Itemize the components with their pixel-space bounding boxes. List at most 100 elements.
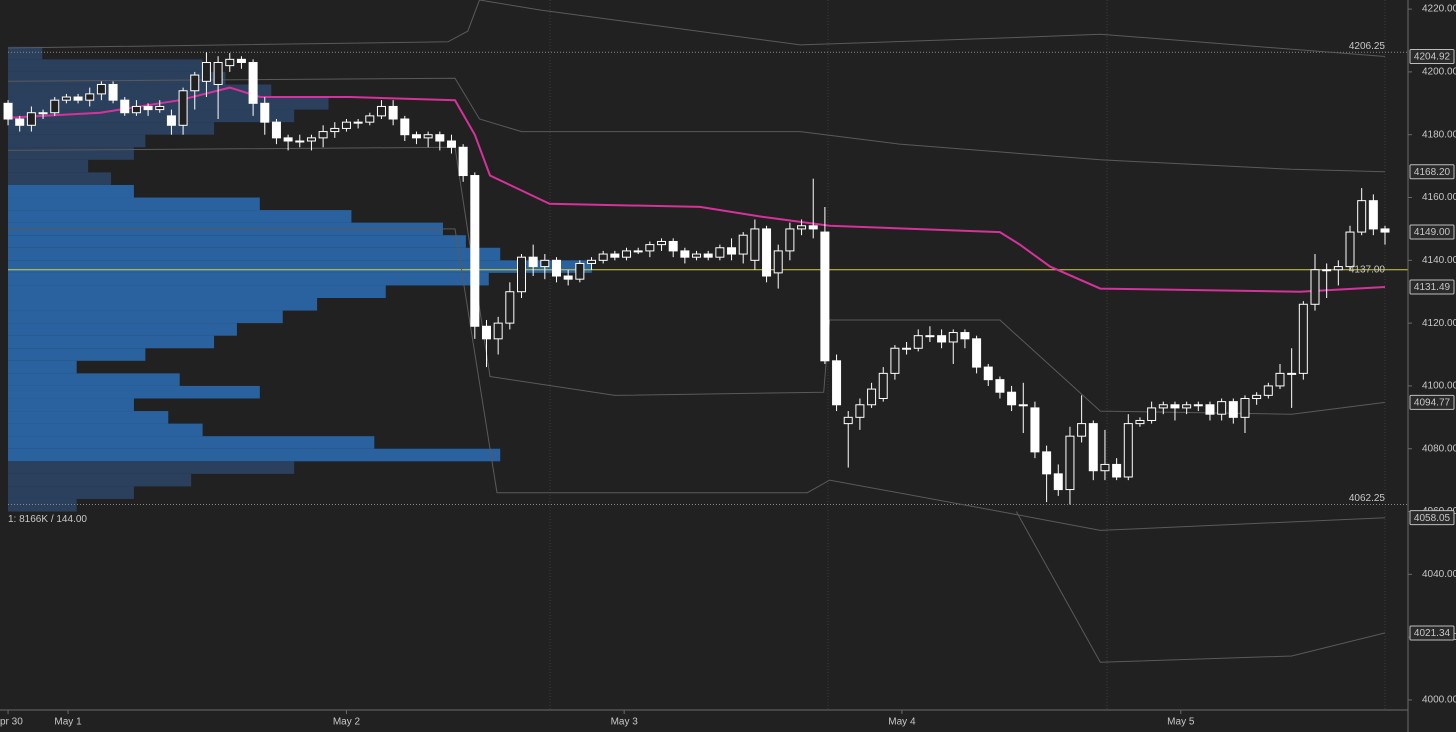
y-tick-label: 4080.00 <box>1422 443 1456 454</box>
profile-bar <box>8 498 77 512</box>
axes: 1: 8166K / 144.00 4206.25 4062.25 4137.00 40… <box>0 4 1456 728</box>
candle-body <box>1123 423 1133 478</box>
profile-bar <box>8 210 352 223</box>
candle-body <box>85 93 95 101</box>
x-tick-label: May 2 <box>333 717 361 728</box>
candle-body <box>657 240 667 246</box>
candle-body <box>15 118 25 126</box>
candle-body <box>890 347 900 374</box>
profile-bar <box>8 122 215 135</box>
candle-body <box>458 146 468 177</box>
candle-body <box>73 96 83 101</box>
y-tick-label: 4140.00 <box>1422 255 1456 266</box>
profile-bar <box>8 285 386 299</box>
candle-body <box>143 105 153 111</box>
candle-body <box>1030 407 1040 453</box>
candle-body <box>773 250 783 274</box>
candle-body <box>1077 423 1087 437</box>
profile-bar <box>8 448 501 462</box>
candle-body <box>120 99 130 114</box>
profile-bar <box>8 423 203 437</box>
candle-body <box>50 99 60 114</box>
candle-body <box>248 61 258 104</box>
candle-body <box>108 83 118 101</box>
candle-body <box>925 335 935 338</box>
candle-body <box>1217 401 1227 415</box>
candle-body <box>1065 435 1075 491</box>
price-badge <box>1409 224 1455 240</box>
candle-body <box>878 372 888 399</box>
y-tick-label: 4000.00 <box>1422 695 1456 706</box>
price-badge-label: 4168.20 <box>1414 167 1451 178</box>
price-badge-label: 4204.92 <box>1414 52 1451 63</box>
candle-body <box>1042 451 1052 475</box>
x-tick-label: Apr 30 <box>0 717 23 728</box>
profile-bar <box>8 360 77 374</box>
price-badge <box>1409 164 1455 180</box>
candle-body <box>797 225 807 230</box>
price-badge-label: 4058.05 <box>1414 513 1451 524</box>
candle-body <box>692 253 702 258</box>
candle-body <box>960 332 970 340</box>
candle-body <box>1357 200 1367 233</box>
candle-body <box>727 247 737 255</box>
profile-bar <box>8 298 318 311</box>
profile-bar <box>8 348 146 361</box>
candle-body <box>808 225 818 230</box>
profile-bar <box>8 134 146 148</box>
candle-body <box>738 234 748 255</box>
y-tick-label: 4120.00 <box>1422 318 1456 329</box>
candle-body <box>1182 404 1192 409</box>
candle-body <box>131 105 141 114</box>
y-tick-label: 4180.00 <box>1422 129 1456 140</box>
candle-body <box>703 253 713 258</box>
candle-body <box>1263 385 1273 396</box>
candle-body <box>622 250 632 258</box>
plot-area <box>3 0 1408 663</box>
candle-body <box>295 140 305 143</box>
candle-body <box>1252 394 1262 399</box>
candle-body <box>1170 404 1180 409</box>
profile-bar <box>8 159 89 173</box>
candle-body <box>1380 228 1390 233</box>
candle-body <box>61 96 71 101</box>
candle-body <box>1100 463 1110 472</box>
candle-body <box>575 262 585 280</box>
profile-bar <box>8 235 466 248</box>
candle-body <box>563 275 573 280</box>
candle-body <box>96 83 106 95</box>
price-badge <box>1409 510 1455 526</box>
candle-body <box>201 61 211 82</box>
profile-bar <box>8 197 260 211</box>
candle-body <box>423 134 433 139</box>
profile-bar <box>8 398 134 412</box>
candle-body <box>843 416 853 425</box>
profile-bar <box>8 109 295 123</box>
profile-bar <box>8 473 192 487</box>
candle-body <box>1193 404 1203 407</box>
candle-body <box>283 137 293 142</box>
candle-body <box>1287 372 1297 375</box>
y-tick-label: 4200.00 <box>1422 67 1456 78</box>
profile-bar <box>8 486 134 499</box>
level-label: 4206.25 <box>1349 41 1386 52</box>
level-label: 4137.00 <box>1349 264 1386 275</box>
candle-body <box>1228 401 1238 418</box>
candle-body <box>318 131 328 139</box>
candle-body <box>1345 231 1355 268</box>
x-tick-label: May 4 <box>888 717 916 728</box>
candle-body <box>750 228 760 261</box>
candle-body <box>435 134 445 142</box>
candle-body <box>1275 372 1285 387</box>
candle-body <box>3 102 13 120</box>
price-badge-label: 4131.49 <box>1414 282 1451 293</box>
candle-body <box>516 256 526 293</box>
profile-bar <box>8 46 43 60</box>
band-line <box>8 228 1386 531</box>
y-tick-label: 4040.00 <box>1422 569 1456 580</box>
profile-bar <box>8 184 134 198</box>
profile-bar <box>8 84 272 98</box>
candle-body <box>1088 423 1098 472</box>
